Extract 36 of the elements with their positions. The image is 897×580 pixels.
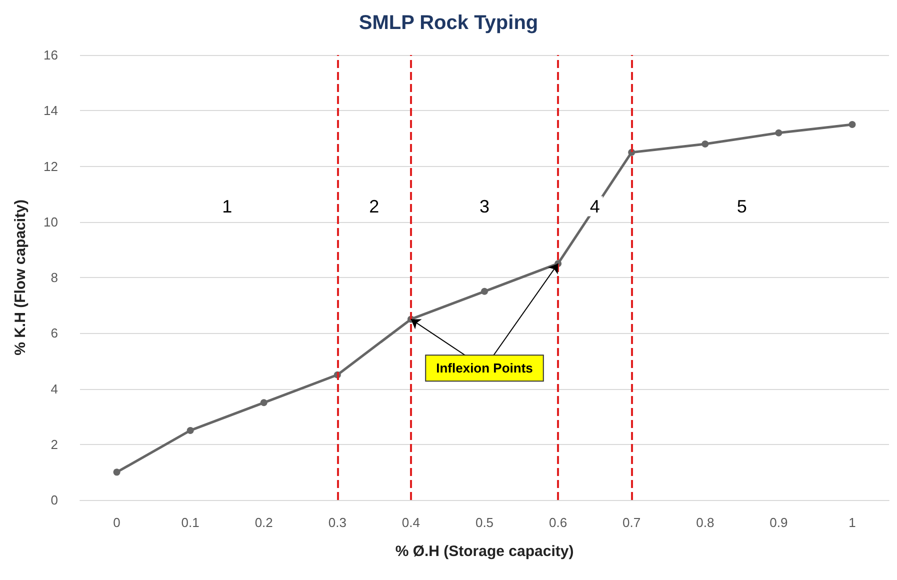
y-tick-label: 10: [44, 214, 58, 230]
y-tick-label: 4: [50, 381, 58, 396]
y-tick-label: 12: [44, 158, 58, 174]
annotation: 5: [736, 196, 747, 216]
y-tick-label: 14: [44, 103, 58, 118]
point: [775, 129, 782, 136]
x-tick-label: 0.8: [696, 515, 714, 530]
annotation: Inflexion Points: [436, 360, 533, 376]
point: [260, 399, 268, 406]
annotation: 1: [222, 196, 232, 216]
x-tick-label: 0.6: [549, 515, 568, 530]
y-tick-label: 0: [50, 492, 58, 508]
x-tick-label: 0.9: [770, 515, 788, 530]
point: [848, 121, 856, 128]
point: [113, 468, 120, 476]
annotation: 2: [369, 196, 380, 216]
point: [186, 426, 194, 434]
x-tick-label: 0: [113, 515, 120, 530]
x-tick-label: 0.7: [622, 515, 641, 530]
y-tick-label: 2: [50, 436, 58, 452]
x-tick-label: 1: [848, 515, 856, 530]
x-tick-label: 0.3: [328, 515, 346, 530]
x-tick-label: 0.5: [475, 515, 494, 530]
x-tick-label: 0.1: [181, 515, 200, 530]
y-axis-title: % K.H (Flow capacity): [12, 200, 29, 356]
annotation: 3: [479, 196, 490, 216]
y-tick-label: 6: [50, 326, 58, 341]
y-tick-label: 16: [44, 48, 58, 62]
x-axis-title: % Ø.H (Storage capacity): [395, 543, 574, 560]
point: [481, 288, 488, 295]
x-tick-label: 0.2: [254, 515, 273, 530]
point: [702, 140, 709, 148]
annotation: 4: [590, 196, 600, 216]
chart-title: SMLP Rock Typing: [358, 12, 538, 34]
x-tick-label: 0.4: [402, 515, 420, 530]
y-tick-label: 8: [50, 270, 58, 285]
